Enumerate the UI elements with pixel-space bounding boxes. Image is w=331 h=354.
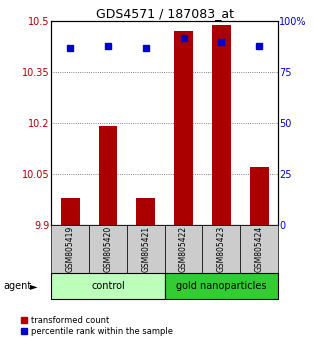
Text: GSM805422: GSM805422 bbox=[179, 225, 188, 272]
Bar bbox=[174, 32, 193, 225]
Bar bbox=[51, 273, 165, 299]
Text: GSM805421: GSM805421 bbox=[141, 225, 150, 272]
Bar bbox=[212, 25, 231, 225]
Legend: transformed count, percentile rank within the sample: transformed count, percentile rank withi… bbox=[21, 316, 173, 336]
Text: gold nanoparticles: gold nanoparticles bbox=[176, 281, 266, 291]
Bar bbox=[136, 198, 155, 225]
Bar bbox=[61, 198, 80, 225]
Bar bbox=[165, 225, 203, 273]
Bar bbox=[165, 273, 278, 299]
Bar bbox=[127, 225, 165, 273]
Text: GSM805423: GSM805423 bbox=[217, 225, 226, 272]
Bar bbox=[99, 126, 118, 225]
Bar bbox=[89, 225, 127, 273]
Bar bbox=[203, 225, 240, 273]
Text: GSM805420: GSM805420 bbox=[104, 225, 113, 272]
Text: GSM805424: GSM805424 bbox=[255, 225, 264, 272]
Text: control: control bbox=[91, 281, 125, 291]
Text: agent: agent bbox=[3, 281, 31, 291]
Bar bbox=[240, 225, 278, 273]
Title: GDS4571 / 187083_at: GDS4571 / 187083_at bbox=[96, 7, 234, 20]
Bar bbox=[250, 167, 268, 225]
Text: ►: ► bbox=[30, 281, 37, 291]
Bar bbox=[51, 225, 89, 273]
Text: GSM805419: GSM805419 bbox=[66, 225, 75, 272]
